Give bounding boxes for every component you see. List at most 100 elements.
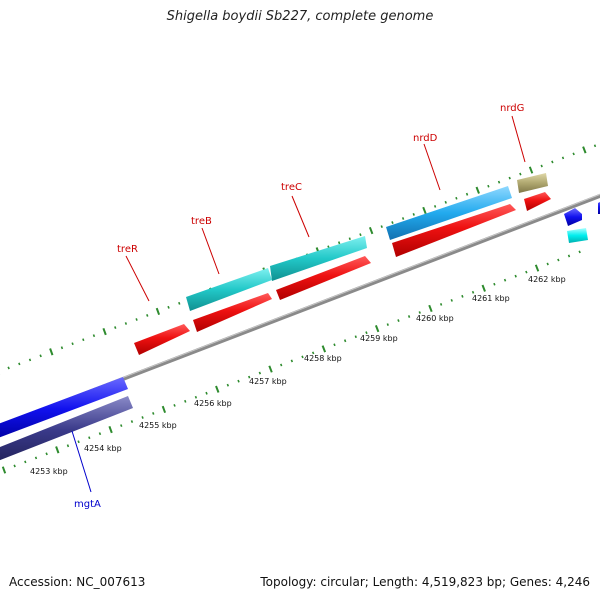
ruler-tick xyxy=(92,334,96,338)
ruler-tick xyxy=(45,452,48,456)
ruler-tick xyxy=(343,339,347,343)
ruler-tick xyxy=(397,319,400,322)
gene-label-treC: treC xyxy=(281,182,302,193)
ruler-tick xyxy=(380,225,383,229)
cds-features xyxy=(0,173,600,461)
ruler-tick xyxy=(311,351,315,355)
ruler-tick xyxy=(546,262,549,266)
ruler-tick xyxy=(130,420,134,423)
treC-callout-line xyxy=(291,195,310,238)
ruler-tick xyxy=(120,424,123,428)
ruler-tick xyxy=(567,254,571,258)
ruler-tick xyxy=(152,412,155,415)
nrdG-callout-line xyxy=(511,115,526,163)
ruler-tick xyxy=(290,359,294,363)
ruler-tick xyxy=(465,192,469,196)
nrdG-feature xyxy=(524,192,551,211)
ruler-tick xyxy=(24,460,27,464)
kbp-label: 4258 kbp xyxy=(304,354,342,363)
kbp-label: 4257 kbp xyxy=(249,377,287,386)
ruler-tick xyxy=(557,258,560,262)
ruler-tick xyxy=(237,379,240,383)
ruler-tick xyxy=(1,466,7,474)
ruler-tick xyxy=(461,294,464,298)
ruler-tick xyxy=(248,375,251,379)
kbp-labels: 4253 kbp 4254 kbp 4255 kbp 4256 kbp 4257… xyxy=(30,275,566,476)
ruler-tick xyxy=(66,444,70,448)
ruler-tick xyxy=(268,365,273,373)
kbp-label: 4262 kbp xyxy=(528,275,566,284)
genome-summary-text: Topology: circular; Length: 4,519,823 bp… xyxy=(260,575,590,589)
gene-label-treR: treR xyxy=(117,244,138,255)
kbp-label: 4255 kbp xyxy=(139,421,177,430)
ruler-tick xyxy=(146,314,149,317)
ruler-tick xyxy=(71,342,74,346)
nrdG-khaki-feature xyxy=(517,173,548,193)
ruler-tick xyxy=(391,221,394,224)
mgtA-feature xyxy=(0,377,128,438)
lower-tick-ruler xyxy=(1,250,581,474)
kbp-label: 4259 kbp xyxy=(360,334,398,343)
treC-feature xyxy=(276,256,371,300)
ruler-tick xyxy=(215,385,220,393)
kbp-label: 4256 kbp xyxy=(194,399,232,408)
ruler-tick xyxy=(124,322,128,325)
ruler-tick xyxy=(173,403,176,407)
treR-callout-line xyxy=(125,255,150,302)
kbp-label: 4260 kbp xyxy=(416,314,454,323)
kbp-label: 4254 kbp xyxy=(84,444,122,453)
ruler-tick xyxy=(13,464,16,468)
ruler-tick xyxy=(471,290,475,294)
ruler-tick xyxy=(493,282,496,286)
ruler-tick xyxy=(301,355,304,359)
ruler-tick xyxy=(39,354,42,358)
ruler-tick xyxy=(374,325,380,333)
nrdD-sky-feature xyxy=(386,186,512,240)
edge-blue-feature xyxy=(564,208,582,226)
ruler-tick xyxy=(582,146,587,154)
edge-cyan-feature xyxy=(567,228,588,243)
ruler-tick xyxy=(487,184,490,188)
gene-label-mgtA: mgtA xyxy=(74,499,101,510)
ruler-tick xyxy=(593,144,597,148)
gene-callouts xyxy=(71,115,526,493)
ruler-tick xyxy=(60,346,64,350)
treB-callout-line xyxy=(201,227,220,275)
gene-label-treB: treB xyxy=(191,216,212,227)
ruler-tick xyxy=(497,180,501,184)
ruler-tick xyxy=(386,323,389,326)
ruler-tick xyxy=(422,206,427,215)
ruler-tick xyxy=(578,250,581,254)
treC-teal-feature xyxy=(270,236,367,281)
ruler-tick xyxy=(135,318,138,321)
ruler-tick xyxy=(321,345,327,353)
ruler-tick xyxy=(55,446,60,454)
ruler-tick xyxy=(205,391,208,395)
ruler-tick xyxy=(444,200,447,204)
ruler-tick xyxy=(519,172,522,176)
ruler-tick xyxy=(178,301,181,305)
ruler-tick xyxy=(418,311,421,314)
ruler-tick xyxy=(184,399,187,403)
ruler-tick xyxy=(508,176,511,180)
ruler-tick xyxy=(475,186,480,194)
ruler-tick xyxy=(365,331,368,335)
kbp-label: 4253 kbp xyxy=(30,467,68,476)
mgtA-shadow-feature xyxy=(0,396,133,461)
ruler-tick xyxy=(141,416,144,419)
ruler-tick xyxy=(407,315,411,318)
ruler-tick xyxy=(108,425,113,434)
ruler-tick xyxy=(258,371,262,375)
gene-label-nrdD: nrdD xyxy=(413,133,438,144)
ruler-tick xyxy=(455,196,458,200)
ruler-tick xyxy=(514,274,517,278)
ruler-tick xyxy=(534,264,540,272)
ruler-tick xyxy=(368,226,374,235)
ruler-tick xyxy=(561,156,565,160)
ruler-tick xyxy=(337,241,341,245)
ruler-tick xyxy=(102,327,107,336)
ruler-tick xyxy=(528,166,534,174)
ruler-tick xyxy=(572,152,575,156)
accession-text: Accession: NC_007613 xyxy=(9,575,146,589)
